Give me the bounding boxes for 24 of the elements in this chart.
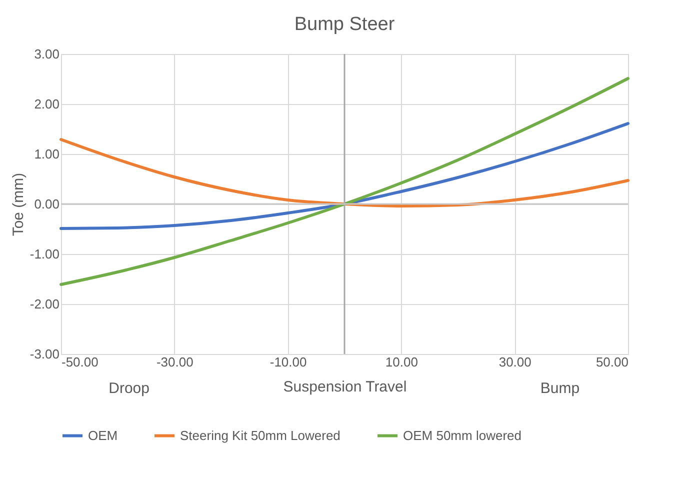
- x-tick-label: -30.00: [156, 354, 194, 370]
- text: Bump: [540, 380, 580, 397]
- chart-title: Bump Steer: [294, 14, 396, 35]
- y-tick-label: -3.00: [30, 346, 60, 362]
- x-tick-label: 50.00: [596, 354, 628, 370]
- y-tick-label: 1.00: [34, 146, 60, 162]
- legend-label: OEM: [88, 428, 118, 443]
- legend-label: Steering Kit 50mm Lowered: [180, 428, 340, 443]
- y-tick-label: 0.00: [34, 196, 60, 212]
- y-tick-label: -1.00: [30, 246, 60, 262]
- text: Droop: [108, 380, 150, 397]
- y-tick-label: -2.00: [30, 296, 60, 312]
- x-tick-label: -10.00: [270, 354, 307, 370]
- x-axis-title: Suspension Travel: [283, 378, 407, 396]
- y-axis-title: Toe (mm): [10, 172, 27, 236]
- line-series: [60, 138, 630, 208]
- x-tick-label: 30.00: [498, 354, 532, 370]
- legend-label: OEM 50mm lowered: [403, 428, 522, 443]
- x-tick-label: 10.00: [385, 354, 418, 370]
- x-tick-label: -50.00: [62, 354, 98, 370]
- y-tick-label: 3.00: [34, 46, 60, 62]
- y-tick-label: 2.00: [34, 96, 60, 112]
- line-series: [60, 122, 630, 230]
- line-series: [60, 77, 630, 286]
